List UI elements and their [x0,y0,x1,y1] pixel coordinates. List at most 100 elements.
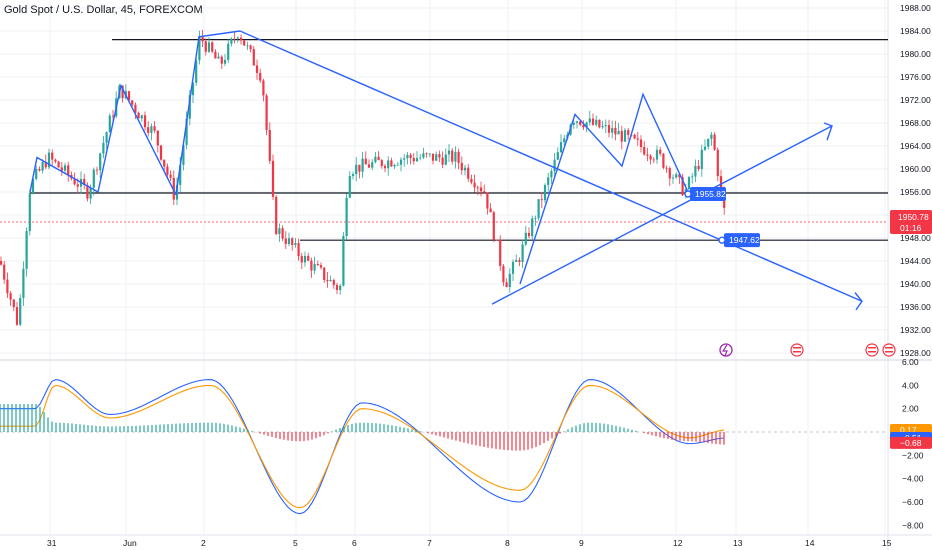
time-label: 14 [805,538,815,548]
macd-histogram-bar [631,429,633,432]
candle-body [633,134,636,139]
candle-body [121,85,124,99]
macd-histogram-bar [87,425,89,432]
candle-body [275,196,278,235]
macd-histogram-bar [635,430,637,432]
candle-body [460,162,463,171]
candle-body [527,232,531,237]
candle-body [319,265,323,268]
candle-body [486,192,489,209]
macd-histogram-bar [271,432,273,438]
candle-body [223,59,227,64]
macd-histogram-bar [435,432,437,436]
candle-body [601,126,604,128]
macd-histogram-bar [583,423,585,432]
us-flag-icon [865,343,879,357]
macd-histogram-bar [415,430,417,432]
macd-histogram-bar [719,432,721,445]
candle-body [214,51,217,59]
candle-body [431,153,435,161]
price-tick-label: 1964.00 [900,141,931,151]
macd-histogram-bar [195,422,197,432]
candle-body [83,178,86,186]
macd-histogram-bar [79,424,81,432]
macd-histogram-bar [15,404,17,432]
macd-histogram-bar [579,424,581,432]
candle-body [89,187,92,199]
macd-histogram-bar [679,432,681,441]
candle-body [195,60,198,83]
event-icons[interactable] [719,343,896,357]
macd-histogram-bar [551,432,553,439]
ascending-trendline [491,125,833,305]
macd-histogram-bar [175,423,177,432]
macd-histogram-bar [267,432,269,436]
macd-histogram-bar [287,432,289,441]
candle-body [441,157,444,165]
candle-body [268,130,271,161]
candle-body [415,158,419,162]
price-axis[interactable]: 1988.00 1984.00 1980.00 1976.00 1972.00 1968.… [890,3,932,358]
macd-histogram-bar [483,432,485,447]
macd-histogram-bar [491,432,493,449]
candle-body [131,100,134,105]
candle-body [6,279,9,294]
macd-histogram-bar [419,431,421,432]
macd-histogram-bar [695,432,697,442]
candle-body [252,49,255,66]
candle-body [707,138,710,147]
macd-histogram-bar [699,432,701,442]
price-tick-label: 1944.00 [900,256,931,266]
signal-line [0,384,725,509]
macd-histogram-bar [207,422,209,432]
macd-histogram-bar [303,432,305,442]
macd-histogram-bar [23,404,25,432]
macd-histogram-bar [111,426,113,432]
candle-body [591,118,595,125]
candle-body [246,45,249,47]
macd-histogram-bar [151,424,153,432]
candle-body [287,238,291,245]
macd-histogram-bar [183,423,185,432]
candle-body [150,126,153,133]
macd-histogram-bar [91,425,93,432]
macd-histogram-bar [439,432,441,437]
macd-axis[interactable]: 6.004.002.00−2.00−4.00−6.00−8.000.17−0.5… [890,357,932,530]
candle-body [54,159,57,162]
macd-histogram-bar [527,432,529,450]
candle-body [163,159,166,167]
macd-histogram-bar [351,423,353,432]
macd-histogram-bar [307,432,309,441]
candle-body [67,165,70,175]
candle-body [547,177,550,186]
price-tick-label: 1984.00 [900,26,931,36]
macd-tick-label: −4.00 [902,474,924,484]
macd-histogram-bar [479,432,481,447]
us-flag-stripe [793,351,801,353]
candle-body [489,208,492,213]
candle-body [396,164,399,166]
macd-histogram-bar [339,428,341,432]
macd-histogram-bar [43,411,45,432]
candle-body [227,43,230,60]
candle-body [73,178,76,185]
candle-body [265,95,268,131]
ascending-arrowhead [823,122,833,141]
macd-histogram-bar [559,432,561,434]
candle-body [127,91,131,101]
macd-histogram-bar [131,425,133,432]
candle-body [614,127,617,135]
time-axis[interactable]: 31 Jun 2 5 6 7 8 9 12 13 14 15 [47,538,892,548]
price-labels: 1955.82 1947.62 [684,187,760,248]
candle-body [531,218,534,237]
candle-body [515,260,518,262]
macd-histogram-bar [299,432,301,442]
time-label: 6 [352,538,357,548]
descending-trendline [239,30,863,302]
horizontal-levels [0,39,888,241]
macd-histogram-bar [211,422,213,432]
macd-histogram-bar [407,428,409,432]
candle-body [348,176,351,198]
